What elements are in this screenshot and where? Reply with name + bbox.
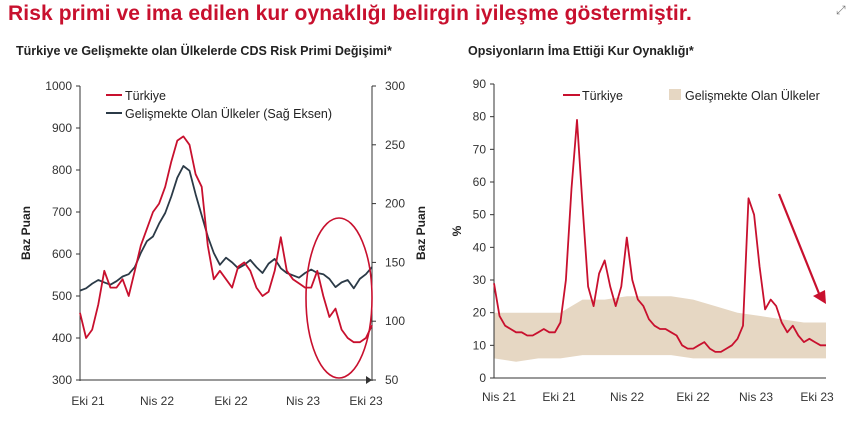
cds-right-tick-label: 50	[385, 373, 399, 387]
cds-legend-label-em: Gelişmekte Olan Ülkeler (Sağ Eksen)	[125, 107, 332, 121]
cds-right-tick-label: 150	[385, 255, 405, 269]
headline: Risk primi ve ima edilen kur oynaklığı b…	[8, 2, 692, 25]
cds-right-tick-label: 100	[385, 314, 405, 328]
cds-chart: 300 400 500 600 700 800 900 1000 50 100 150 200 250 3…	[19, 79, 428, 408]
volatility-y-tick-label: 20	[473, 306, 487, 320]
volatility-x-tick-label: Nis 22	[610, 390, 644, 404]
cds-x-tick-label: Eki 21	[71, 394, 105, 408]
volatility-legend-label-em: Gelişmekte Olan Ülkeler	[685, 89, 820, 103]
volatility-x-tick-label: Nis 23	[739, 390, 773, 404]
volatility-x-tick-label: Eki 21	[542, 390, 576, 404]
cds-left-tick-label: 500	[52, 289, 72, 303]
volatility-chart-title: Opsiyonların İma Ettiği Kur Oynaklığı*	[468, 44, 694, 58]
volatility-y-tick-label: 70	[473, 142, 487, 156]
cds-right-tick-label: 200	[385, 197, 405, 211]
volatility-x-tick-label: Eki 23	[800, 390, 834, 404]
cds-em-line	[79, 165, 373, 292]
volatility-turkiye-line	[493, 119, 826, 353]
cds-left-tick-label: 700	[52, 205, 72, 219]
cds-turkiye-line	[79, 135, 373, 344]
cds-chart-title: Türkiye ve Gelişmekte olan Ülkelerde CDS…	[16, 44, 392, 58]
volatility-legend-swatch-em	[669, 89, 681, 100]
cds-right-axis-title: Baz Puan	[414, 206, 428, 260]
volatility-y-tick-label: 50	[473, 208, 487, 222]
cds-x-tick-label: Nis 23	[286, 394, 320, 408]
cds-x-tick-label: Nis 22	[140, 394, 174, 408]
cds-left-tick-label: 600	[52, 247, 72, 261]
expand-arrows-icon[interactable]: ⤢	[836, 3, 846, 17]
cds-left-tick-label: 800	[52, 163, 72, 177]
volatility-y-tick-label: 0	[479, 371, 486, 385]
volatility-y-tick-label: 10	[473, 338, 487, 352]
cds-x-tick-label: Eki 22	[214, 394, 248, 408]
cds-x-axis-arrowhead	[366, 376, 372, 384]
cds-left-tick-label: 1000	[45, 79, 72, 93]
volatility-y-tick-label: 90	[473, 77, 487, 91]
volatility-x-tick-label: Nis 21	[482, 390, 516, 404]
volatility-y-tick-label: 40	[473, 240, 487, 254]
volatility-trend-arrow	[777, 193, 822, 297]
cds-left-tick-label: 400	[52, 331, 72, 345]
cds-right-tick-label: 250	[385, 138, 405, 152]
cds-highlight-ellipse	[305, 217, 373, 379]
cds-legend-label-turkiye: Türkiye	[125, 89, 166, 103]
volatility-trend-arrowhead	[813, 290, 826, 304]
volatility-y-tick-label: 60	[473, 175, 487, 189]
volatility-chart: 0 10 20 30 40 50 60 70 80 90 Nis 21 Eki 21 Nis 22 Eki…	[450, 77, 834, 404]
volatility-legend-label-turkiye: Türkiye	[582, 89, 623, 103]
cds-left-tick-label: 300	[52, 373, 72, 387]
cds-right-tick-label: 300	[385, 79, 405, 93]
cds-x-tick-label: Eki 23	[349, 394, 383, 408]
volatility-y-axis-title: %	[450, 225, 464, 236]
volatility-y-tick-label: 80	[473, 110, 487, 124]
cds-left-axis-title: Baz Puan	[19, 206, 33, 260]
volatility-y-tick-label: 30	[473, 273, 487, 287]
cds-left-tick-label: 900	[52, 121, 72, 135]
volatility-x-tick-label: Eki 22	[676, 390, 710, 404]
